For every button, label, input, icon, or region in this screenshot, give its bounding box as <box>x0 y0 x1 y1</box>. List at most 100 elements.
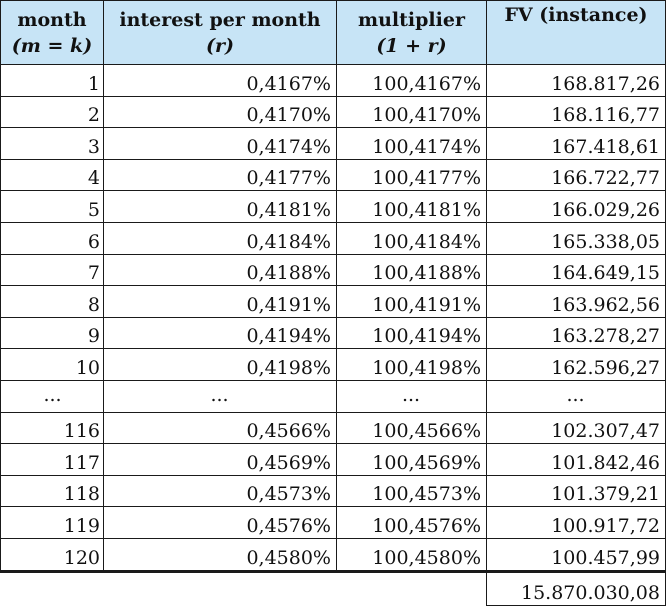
header-multiplier: multiplier (1 + r) <box>336 0 487 65</box>
rate-cell: 0,4569% <box>103 443 337 476</box>
fv-cell: 102.307,47 <box>486 411 666 445</box>
total-fv-cell: 15.870.030,08 <box>486 569 666 606</box>
empty-cell <box>0 569 104 605</box>
multiplier-cell: 100,4569% <box>336 443 487 476</box>
fv-cell: 164.649,15 <box>486 253 666 287</box>
multiplier-cell: ... <box>336 379 487 413</box>
table-row: 5 0,4181% 100,4181% 166.029,26 <box>0 190 666 223</box>
fv-cell: ... <box>486 379 666 413</box>
header-rate-sub: (r) <box>206 35 234 57</box>
rate-cell: 0,4194% <box>103 316 337 350</box>
multiplier-cell: 100,4167% <box>336 64 487 97</box>
multiplier-cell: 100,4188% <box>336 253 487 287</box>
month-cell: 5 <box>0 190 104 223</box>
multiplier-cell: 100,4573% <box>336 474 487 508</box>
month-cell: 9 <box>0 316 104 350</box>
header-month-sub: (m = k) <box>11 35 93 57</box>
fv-cell: 163.962,56 <box>486 285 666 318</box>
rate-cell: 0,4181% <box>103 190 337 223</box>
header-fv: FV (instance) <box>486 0 666 65</box>
table-row: 117 0,4569% 100,4569% 101.842,46 <box>0 443 666 476</box>
multiplier-cell: 100,4198% <box>336 348 487 381</box>
multiplier-cell: 100,4177% <box>336 158 487 192</box>
month-cell: 4 <box>0 158 104 192</box>
fv-cell: 165.338,05 <box>486 221 666 255</box>
table-row: 3 0,4174% 100,4174% 167.418,61 <box>0 127 666 160</box>
header-rate-label: interest per month <box>119 9 321 31</box>
multiplier-cell: 100,4184% <box>336 221 487 255</box>
header-row: month (m = k) interest per month (r) mul… <box>0 0 666 65</box>
month-cell: 8 <box>0 285 104 318</box>
fv-cell: 166.722,77 <box>486 158 666 192</box>
fv-cell: 168.116,77 <box>486 95 666 129</box>
table-row: 9 0,4194% 100,4194% 163.278,27 <box>0 316 666 350</box>
fv-cell: 100.457,99 <box>486 537 666 572</box>
table-row: 7 0,4188% 100,4188% 164.649,15 <box>0 253 666 287</box>
fv-cell: 101.379,21 <box>486 474 666 508</box>
rate-cell: 0,4576% <box>103 506 337 539</box>
header-month: month (m = k) <box>0 0 104 65</box>
fv-cell: 168.817,26 <box>486 64 666 97</box>
month-cell: 120 <box>0 537 104 572</box>
rate-cell: 0,4177% <box>103 158 337 192</box>
table-row: 10 0,4198% 100,4198% 162.596,27 <box>0 348 666 381</box>
multiplier-cell: 100,4191% <box>336 285 487 318</box>
table-row: 119 0,4576% 100,4576% 100.917,72 <box>0 506 666 539</box>
ellipsis-row: ............ <box>0 379 666 413</box>
multiplier-cell: 100,4181% <box>336 190 487 223</box>
rate-cell: 0,4188% <box>103 253 337 287</box>
table-row: 6 0,4184% 100,4184% 165.338,05 <box>0 221 666 255</box>
table-row: 8 0,4191% 100,4191% 163.962,56 <box>0 285 666 318</box>
rate-cell: 0,4184% <box>103 221 337 255</box>
rate-cell: 0,4198% <box>103 348 337 381</box>
fv-cell: 100.917,72 <box>486 506 666 539</box>
table-row: 118 0,4573% 100,4573% 101.379,21 <box>0 474 666 508</box>
month-cell: 1 <box>0 64 104 97</box>
month-cell: 7 <box>0 253 104 287</box>
month-cell: 116 <box>0 411 104 445</box>
month-cell: 117 <box>0 443 104 476</box>
multiplier-cell: 100,4170% <box>336 95 487 129</box>
table-row: 1 0,4167% 100,4167% 168.817,26 <box>0 64 666 97</box>
table-row: 116 0,4566% 100,4566% 102.307,47 <box>0 411 666 445</box>
month-cell: ... <box>0 379 104 413</box>
header-multiplier-sub: (1 + r) <box>376 35 447 57</box>
header-month-label: month <box>17 9 87 31</box>
empty-cell <box>103 569 337 605</box>
month-cell: 118 <box>0 474 104 508</box>
rate-cell: 0,4573% <box>103 474 337 508</box>
table-row: 120 0,4580% 100,4580% 100.457,99 <box>0 537 666 572</box>
table-header: month (m = k) interest per month (r) mul… <box>0 0 666 65</box>
month-cell: 10 <box>0 348 104 381</box>
rate-cell: 0,4580% <box>103 537 337 572</box>
table-body: 1 0,4167% 100,4167% 168.817,26 2 0,4170% 100,4… <box>0 64 666 606</box>
rate-cell: ... <box>103 379 337 413</box>
month-cell: 6 <box>0 221 104 255</box>
multiplier-cell: 100,4580% <box>336 537 487 572</box>
month-cell: 3 <box>0 127 104 160</box>
rate-cell: 0,4191% <box>103 285 337 318</box>
table-row: 4 0,4177% 100,4177% 166.722,77 <box>0 158 666 192</box>
fv-cell: 163.278,27 <box>486 316 666 350</box>
fv-cell: 167.418,61 <box>486 127 666 160</box>
header-multiplier-label: multiplier <box>358 9 465 31</box>
header-rate: interest per month (r) <box>103 0 337 65</box>
month-cell: 2 <box>0 95 104 129</box>
fv-cell: 101.842,46 <box>486 443 666 476</box>
header-fv-label: FV (instance) <box>504 4 648 26</box>
multiplier-cell: 100,4576% <box>336 506 487 539</box>
multiplier-cell: 100,4194% <box>336 316 487 350</box>
rate-cell: 0,4167% <box>103 64 337 97</box>
rate-cell: 0,4566% <box>103 411 337 445</box>
table-row: 2 0,4170% 100,4170% 168.116,77 <box>0 95 666 129</box>
rate-cell: 0,4170% <box>103 95 337 129</box>
multiplier-cell: 100,4566% <box>336 411 487 445</box>
fv-cell: 166.029,26 <box>486 190 666 223</box>
total-row: 15.870.030,08 <box>0 569 666 606</box>
multiplier-cell: 100,4174% <box>336 127 487 160</box>
rate-cell: 0,4174% <box>103 127 337 160</box>
fv-cell: 162.596,27 <box>486 348 666 381</box>
empty-cell <box>336 569 487 605</box>
month-cell: 119 <box>0 506 104 539</box>
